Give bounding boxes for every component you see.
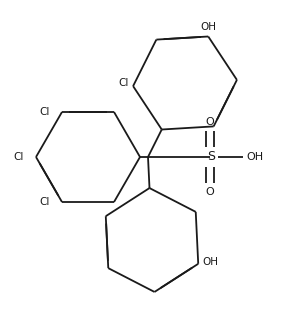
Text: OH: OH: [200, 22, 216, 32]
Text: O: O: [206, 187, 214, 197]
Text: OH: OH: [202, 257, 218, 267]
Text: OH: OH: [246, 152, 263, 162]
Text: S: S: [207, 151, 215, 163]
Text: Cl: Cl: [119, 78, 129, 88]
Text: O: O: [206, 117, 214, 127]
Text: Cl: Cl: [40, 197, 50, 207]
Text: Cl: Cl: [40, 107, 50, 117]
Text: Cl: Cl: [14, 152, 24, 162]
